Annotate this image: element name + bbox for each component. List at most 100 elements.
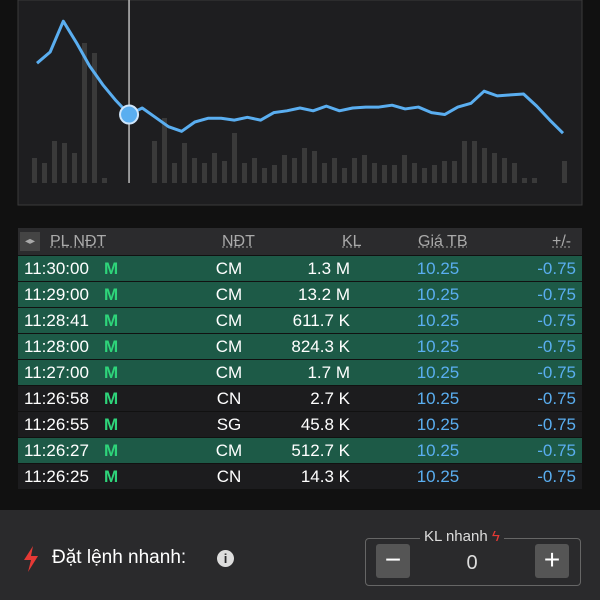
trade-row[interactable]: 11:26:27 M CM 512.7 K 10.25 -0.75	[18, 438, 582, 464]
volume-bar	[332, 158, 337, 183]
scroll-toggle[interactable]: ◂▸	[20, 232, 40, 251]
header-price[interactable]: Giá TB	[418, 233, 468, 250]
trade-time: 11:26:55	[24, 415, 89, 434]
volume-bar	[252, 158, 257, 183]
trade-time: 11:30:00	[24, 259, 89, 278]
trade-volume: 14.3 K	[300, 467, 350, 486]
volume-bar	[532, 178, 537, 183]
volume-bar	[82, 43, 87, 183]
info-icon[interactable]: i	[217, 550, 234, 567]
table-header	[18, 228, 582, 255]
quantity-box-label: KL nhanh ϟ	[420, 528, 504, 545]
volume-bar	[512, 163, 517, 183]
trade-row[interactable]: 11:30:00 M CM 1.3 M 10.25 -0.75	[18, 256, 582, 282]
volume-bar	[382, 165, 387, 183]
trade-time: 11:27:00	[24, 363, 89, 382]
price-change: -0.75	[537, 285, 576, 304]
volume-bar	[472, 141, 477, 183]
header-change[interactable]: +/-	[552, 233, 572, 250]
investor-type: CM	[215, 259, 243, 278]
investor-type: CM	[215, 311, 243, 330]
price-change: -0.75	[537, 311, 576, 330]
trade-row[interactable]: 11:26:58 M CN 2.7 K 10.25 -0.75	[18, 386, 582, 412]
volume-bar	[32, 158, 37, 183]
trade-time: 11:28:41	[24, 311, 89, 330]
trade-row[interactable]: 11:26:25 M CN 14.3 K 10.25 -0.75	[18, 464, 582, 490]
trade-row[interactable]: 11:28:41 M CM 611.7 K 10.25 -0.75	[18, 308, 582, 334]
avg-price: 10.25	[416, 311, 460, 330]
volume-bar	[402, 155, 407, 183]
header-volume[interactable]: KL	[342, 233, 362, 250]
volume-bar	[442, 161, 447, 183]
trade-side: M	[104, 467, 119, 486]
avg-price: 10.25	[416, 415, 460, 434]
avg-price: 10.25	[416, 285, 460, 304]
chart-panel	[17, 0, 583, 206]
trade-volume: 512.7 K	[291, 441, 350, 460]
plus-button[interactable]: +	[535, 544, 569, 578]
avg-price: 10.25	[416, 467, 460, 486]
trade-side: M	[104, 259, 119, 278]
volume-bar	[172, 163, 177, 183]
selected-point	[119, 104, 140, 125]
investor-type: CM	[215, 337, 243, 356]
volume-bar	[292, 158, 297, 183]
trade-volume: 2.7 K	[310, 389, 350, 408]
trade-time: 11:26:27	[24, 441, 89, 460]
volume-bar	[482, 148, 487, 183]
price-change: -0.75	[537, 441, 576, 460]
volume-bar	[62, 143, 67, 183]
trade-side: M	[104, 363, 119, 382]
volume-bar	[432, 165, 437, 183]
price-change: -0.75	[537, 467, 576, 486]
price-change: -0.75	[537, 259, 576, 278]
volume-bar	[392, 165, 397, 183]
trade-time: 11:26:25	[24, 467, 89, 486]
volume-bar	[502, 158, 507, 183]
trade-row[interactable]: 11:27:00 M CM 1.7 M 10.25 -0.75	[18, 360, 582, 386]
trade-row[interactable]: 11:29:00 M CM 13.2 M 10.25 -0.75	[18, 282, 582, 308]
volume-bar	[352, 158, 357, 183]
volume-bar	[212, 153, 217, 183]
avg-price: 10.25	[416, 337, 460, 356]
investor-type: CM	[215, 441, 243, 460]
trade-side: M	[104, 389, 119, 408]
chart	[17, 0, 583, 206]
volume-bar	[92, 53, 97, 183]
investor-type: SG	[216, 415, 242, 434]
price-change: -0.75	[537, 415, 576, 434]
price-change: -0.75	[537, 363, 576, 382]
minus-button[interactable]: −	[376, 544, 410, 578]
trade-volume: 1.3 M	[307, 259, 350, 278]
volume-bar	[192, 158, 197, 183]
volume-bar	[102, 178, 107, 183]
price-change: -0.75	[537, 389, 576, 408]
trade-volume: 13.2 M	[298, 285, 350, 304]
volume-bar	[202, 163, 207, 183]
quantity-value[interactable]: 0	[466, 552, 478, 574]
volume-bar	[322, 163, 327, 183]
volume-bar	[372, 163, 377, 183]
volume-bar	[312, 151, 317, 183]
box-label-text: KL nhanh	[424, 528, 488, 545]
trade-time: 11:28:00	[24, 337, 89, 356]
trade-time: 11:29:00	[24, 285, 89, 304]
investor-type: CN	[216, 467, 242, 486]
volume-bar	[522, 178, 527, 183]
trade-volume: 45.8 K	[300, 415, 350, 434]
header-investor[interactable]: NĐT	[222, 233, 255, 250]
volume-bar	[262, 168, 267, 183]
volume-bar	[222, 161, 227, 183]
trade-row[interactable]: 11:28:00 M CM 824.3 K 10.25 -0.75	[18, 334, 582, 360]
volume-bar	[452, 161, 457, 183]
avg-price: 10.25	[416, 259, 460, 278]
volume-bar	[492, 153, 497, 183]
volume-bar	[422, 168, 427, 183]
avg-price: 10.25	[416, 363, 460, 382]
quick-order-bar: Đặt lệnh nhanh: i KL nhanh ϟ − 0 +	[0, 510, 600, 600]
header-pl[interactable]: PL NĐT	[50, 233, 107, 250]
trade-side: M	[104, 337, 119, 356]
volume-bar	[242, 163, 247, 183]
trade-row[interactable]: 11:26:55 M SG 45.8 K 10.25 -0.75	[18, 412, 582, 438]
